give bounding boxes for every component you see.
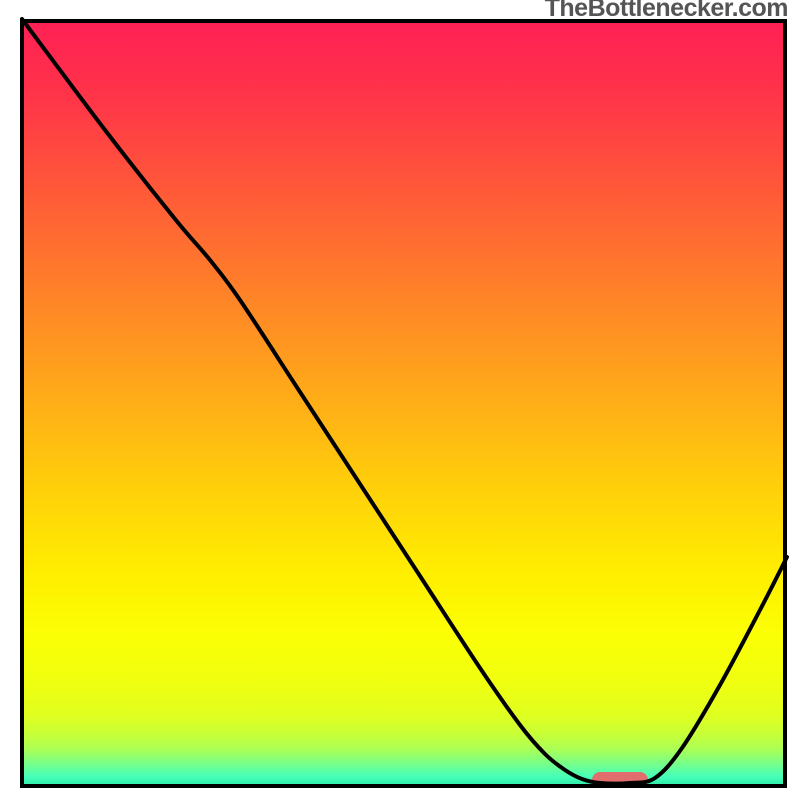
watermark-text: TheBottlenecker.com xyxy=(545,0,788,23)
plot-frame xyxy=(20,19,787,788)
chart-container: TheBottlenecker.com xyxy=(0,0,800,800)
